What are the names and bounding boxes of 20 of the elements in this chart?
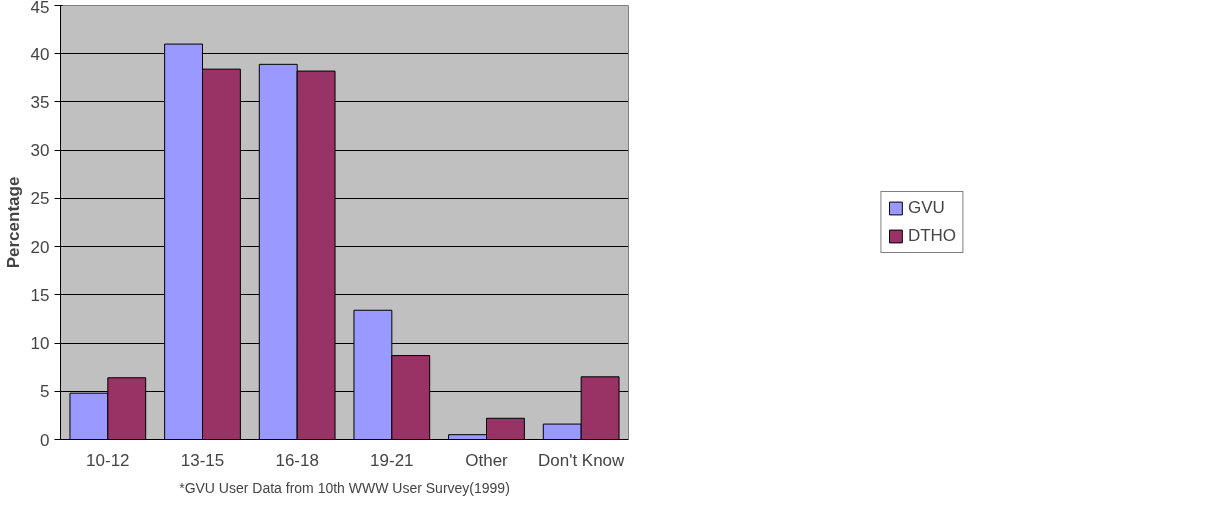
y-tick-label: 15 xyxy=(30,285,50,305)
x-tick-label: 13-15 xyxy=(180,450,225,470)
y-tick-label: 10 xyxy=(30,334,50,354)
x-tick-label: Don't Know xyxy=(537,450,626,470)
x-tick-label: 10-12 xyxy=(86,450,130,470)
x-tick-label: 16-18 xyxy=(275,450,319,470)
x-tick-label: 19-21 xyxy=(370,450,414,470)
y-tick-label: 20 xyxy=(30,237,50,257)
y-tick-label: 45 xyxy=(30,0,50,17)
y-tick-label: 30 xyxy=(30,141,50,161)
legend-label: GVU xyxy=(907,198,945,218)
x-tick-label: Other xyxy=(465,450,509,470)
y-tick-label: 35 xyxy=(30,92,50,112)
y-axis-title: Percentage xyxy=(3,176,23,269)
y-tick-label: 25 xyxy=(30,189,50,209)
y-tick-label: 0 xyxy=(40,430,50,450)
y-tick-label: 5 xyxy=(40,382,50,402)
legend-label: DTHO xyxy=(907,226,957,246)
text: *GVU User Data from 10th WWW User Survey(1999) xyxy=(179,479,510,496)
y-tick-label: 40 xyxy=(30,44,50,64)
